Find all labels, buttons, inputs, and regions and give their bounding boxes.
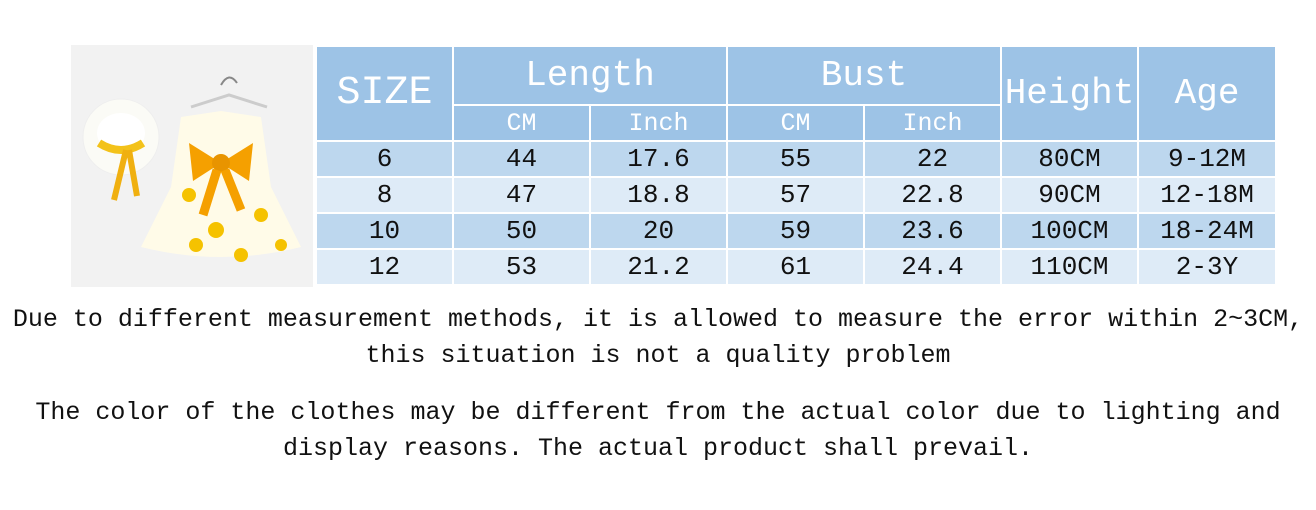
table-cell: 10 [315, 212, 454, 250]
size-header: SIZE [315, 45, 454, 142]
group-header: Height [1000, 45, 1140, 142]
table-cell: 22.8 [862, 176, 1003, 214]
group-header: Bust [725, 45, 1003, 106]
table-cell: 17.6 [589, 140, 728, 178]
table-cell: 55 [726, 140, 865, 178]
sub-header: CM [726, 104, 865, 142]
table-cell: 23.6 [862, 212, 1003, 250]
table-cell: 6 [315, 140, 454, 178]
group-header: Age [1137, 45, 1278, 142]
table-cell: 90CM [1000, 176, 1140, 214]
table-cell: 47 [452, 176, 591, 214]
table-cell: 57 [726, 176, 865, 214]
sub-header: CM [452, 104, 591, 142]
table-cell: 50 [452, 212, 591, 250]
note: Due to different measurement methods, it… [12, 305, 1304, 370]
sub-header: Inch [862, 104, 1003, 142]
table-cell: 12 [315, 248, 454, 286]
table-cell: 110CM [1000, 248, 1140, 286]
sub-header: Inch [589, 104, 728, 142]
table-cell: 21.2 [589, 248, 728, 286]
table-cell: 18-24M [1137, 212, 1278, 250]
table-cell: 18.8 [589, 176, 728, 214]
size-table: SIZE Length Bust Height Age CM Inch CM I… [315, 45, 1278, 286]
table-cell: 2-3Y [1137, 248, 1278, 286]
table-cell: 9-12M [1137, 140, 1278, 178]
table-row: 10 50 20 59 23.6 100CM 18-24M [315, 212, 1278, 250]
table-cell: 22 [862, 140, 1003, 178]
table-row: 12 53 21.2 61 24.4 110CM 2-3Y [315, 248, 1278, 286]
table-cell: 59 [726, 212, 865, 250]
table-cell: 24.4 [862, 248, 1003, 286]
table-cell: 61 [726, 248, 865, 286]
product-photo [71, 45, 313, 287]
table-cell: 12-18M [1137, 176, 1278, 214]
table-cell: 44 [452, 140, 591, 178]
table-cell: 80CM [1000, 140, 1140, 178]
table-body: 6 44 17.6 55 22 80CM 9-12M 8 47 18.8 57 22.8 90CM 12-… [315, 140, 1278, 286]
table-cell: 100CM [1000, 212, 1140, 250]
table-cell: 53 [452, 248, 591, 286]
group-header: Length [452, 45, 728, 106]
table-cell: 20 [589, 212, 728, 250]
note: The color of the clothes may be differen… [35, 398, 1281, 463]
table-row: 6 44 17.6 55 22 80CM 9-12M [315, 140, 1278, 178]
table-cell: 8 [315, 176, 454, 214]
table-row: 8 47 18.8 57 22.8 90CM 12-18M [315, 176, 1278, 214]
